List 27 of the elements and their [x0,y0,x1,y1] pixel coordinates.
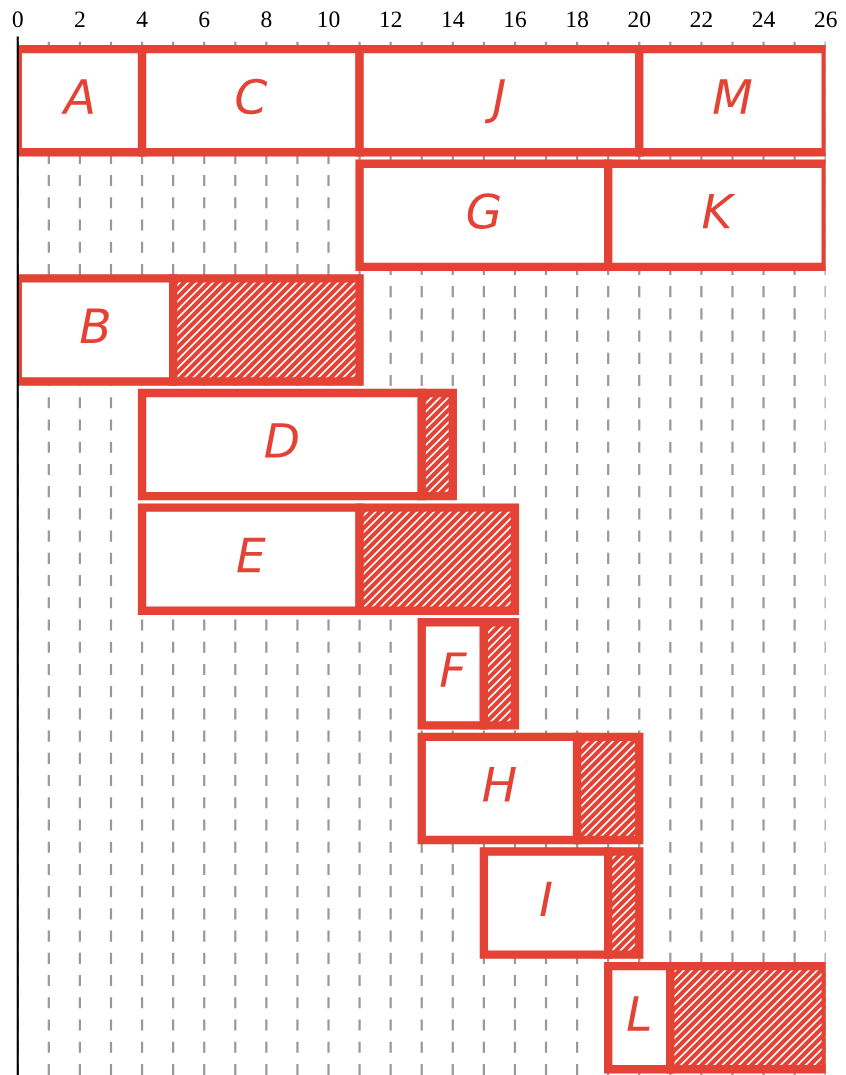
x-tick-label: 0 [12,11,23,28]
data-label: J [484,79,506,124]
data-label: G [467,193,500,229]
data-label: B [80,308,109,343]
data-label: L [627,996,650,1031]
x-tick-label: 26 [814,11,837,28]
data-label: A [61,79,93,114]
x-tick-label: 24 [752,11,775,28]
data-label: M [713,79,752,114]
data-label: C [236,78,268,115]
x-tick-label: 2 [75,11,85,28]
data-label: H [482,767,516,802]
x-tick-label: 4 [136,11,148,28]
x-tick-label: 8 [261,11,272,28]
data-label: K [702,193,736,229]
x-tick-label: 18 [567,11,589,28]
x-tick-label: 16 [505,11,527,28]
data-label: E [237,537,266,573]
x-tick-label: 6 [199,11,210,28]
x-tick-label: 22 [690,11,712,28]
x-tick-label: 12 [380,11,402,28]
data-label: D [264,423,298,458]
data-label: I [540,881,552,917]
x-tick-label: 14 [443,11,465,28]
x-tick-label: 10 [318,11,340,28]
x-tick-label: 20 [628,11,651,28]
data-label: F [440,652,467,687]
